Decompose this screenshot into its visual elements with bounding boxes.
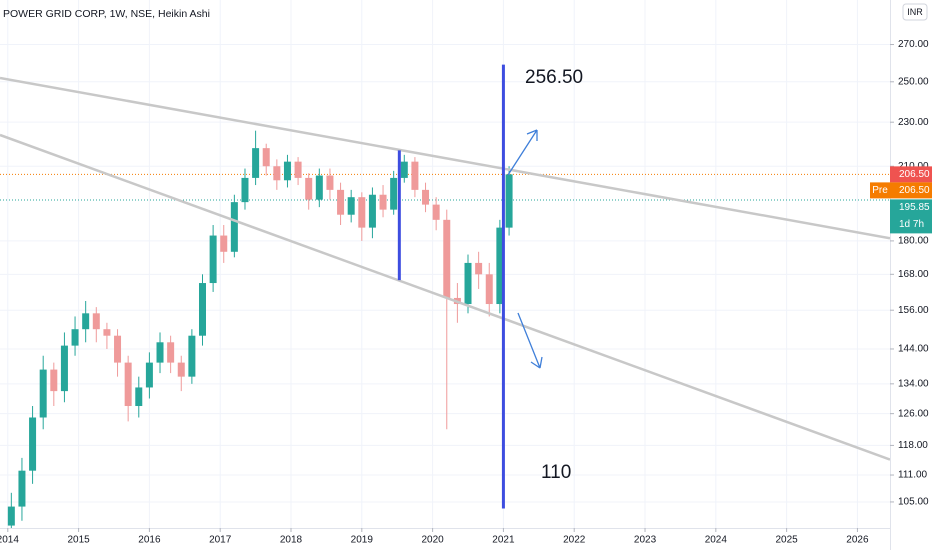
- x-tick-label: 2015: [67, 535, 90, 546]
- candle-body: [432, 204, 440, 220]
- x-tick-label: 2026: [846, 535, 869, 546]
- y-tick-label: 180.00: [898, 236, 929, 247]
- currency-label[interactable]: INR: [907, 7, 923, 17]
- candle-body: [379, 194, 387, 210]
- candle-body: [422, 189, 430, 205]
- candle-body: [103, 329, 111, 336]
- candle-body: [283, 161, 291, 181]
- candle-body: [145, 362, 153, 388]
- candle-body: [326, 175, 334, 190]
- candle-body: [358, 197, 366, 228]
- candle-body: [230, 202, 238, 252]
- candle-body: [464, 262, 472, 305]
- trendline: [0, 76, 891, 240]
- candle-body: [505, 174, 513, 228]
- candle-body: [241, 177, 249, 203]
- y-tick-label: 118.00: [898, 440, 928, 451]
- countdown: 1d 7h: [899, 219, 924, 230]
- x-tick-label: 2020: [421, 535, 444, 546]
- x-tick-label: 2022: [563, 535, 586, 546]
- y-tick-label: 156.00: [898, 305, 929, 316]
- candle-body: [294, 161, 302, 178]
- x-tick-label: 2018: [280, 535, 303, 546]
- y-tick-label: 105.00: [898, 497, 929, 508]
- candle-body: [368, 194, 376, 228]
- candle-body: [411, 161, 419, 190]
- candle-body: [496, 227, 504, 305]
- annotation: 256.50: [525, 67, 583, 88]
- prev-price-label: 195.85: [899, 202, 930, 213]
- candle-body: [39, 369, 47, 418]
- candle-body: [220, 235, 228, 252]
- trendline: [0, 133, 891, 461]
- candle-body: [305, 177, 313, 200]
- prev-price-box: [890, 199, 932, 234]
- candle-body: [475, 262, 483, 275]
- candle-body: [50, 369, 58, 392]
- y-tick-label: 144.00: [898, 344, 929, 355]
- x-tick-label: 2025: [776, 535, 799, 546]
- candle-body: [400, 161, 408, 178]
- candle-body: [337, 189, 345, 215]
- candle-body: [7, 506, 15, 526]
- y-tick-label: 168.00: [898, 269, 929, 280]
- x-tick-label: 2019: [351, 535, 374, 546]
- candle-body: [114, 335, 122, 363]
- x-tick-label: 2016: [138, 535, 161, 546]
- candle-body: [390, 177, 398, 210]
- pre-tag-box: [870, 182, 890, 199]
- chart-title: POWER GRID CORP, 1W, NSE, Heikin Ashi: [3, 8, 210, 20]
- candle-body: [18, 470, 26, 507]
- candle-body: [60, 345, 68, 392]
- y-tick-label: 230.00: [898, 117, 929, 128]
- candle-body: [167, 342, 175, 363]
- currency-button[interactable]: [902, 3, 928, 21]
- x-tick-label: 2017: [209, 535, 232, 546]
- candle-body: [209, 235, 217, 284]
- y-tick-label: 126.00: [898, 408, 929, 419]
- candle-body: [273, 166, 281, 181]
- candle-body: [198, 283, 206, 336]
- y-tick-label: 111.00: [898, 470, 928, 481]
- last-price-label: 206.50: [899, 169, 930, 180]
- y-tick-label: 270.00: [898, 39, 929, 50]
- candle-body: [82, 313, 90, 330]
- candle-body: [252, 148, 260, 178]
- candle-body: [485, 274, 493, 305]
- candle-body: [29, 417, 37, 471]
- candle-body: [315, 175, 323, 200]
- x-tick-label: 2021: [492, 535, 515, 546]
- candle-body: [188, 335, 196, 377]
- pre-price-label: 206.50: [899, 185, 930, 196]
- candle-body: [347, 197, 355, 215]
- arrow-down: [517, 312, 543, 369]
- x-tick-label: 2024: [705, 535, 728, 546]
- candle-body: [156, 342, 164, 363]
- candle-body: [177, 362, 185, 377]
- candle-body: [71, 329, 79, 346]
- last-price-box: [890, 166, 932, 183]
- x-tick-label: 2023: [634, 535, 657, 546]
- x-tick-label: 2014: [0, 535, 19, 546]
- candle-body: [124, 362, 132, 407]
- arrow-up: [507, 129, 538, 176]
- y-tick-label: 250.00: [898, 76, 929, 87]
- candle-body: [443, 219, 451, 298]
- candle-body: [135, 387, 143, 407]
- pre-tag: Pre: [872, 185, 888, 196]
- pre-price-box: [890, 182, 932, 199]
- candle-body: [92, 313, 100, 330]
- annotation: 110: [541, 462, 571, 483]
- candle-body: [262, 148, 270, 167]
- y-tick-label: 134.00: [898, 378, 929, 389]
